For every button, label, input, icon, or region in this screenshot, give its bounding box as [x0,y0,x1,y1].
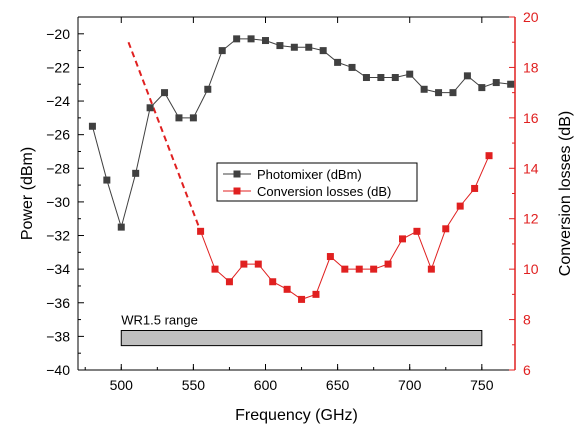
photomixer-point [204,86,211,93]
conversion-losses-point [298,296,305,303]
photomixer-point [262,37,269,44]
range-bar-layer: WR1.5 range [121,312,482,345]
conversion-losses-point [486,152,493,159]
y-left-tick-label: −20 [46,26,70,42]
conversion-losses-point [428,266,435,273]
y-right-tick-label: 8 [523,312,531,328]
legend-marker [234,171,241,178]
photomixer-point [449,89,456,96]
photomixer-point [435,89,442,96]
photomixer-point [507,81,514,88]
photomixer-point [103,177,110,184]
y-left-tick-label: −34 [46,261,70,277]
conversion-losses-point [212,266,219,273]
photomixer-point [248,35,255,42]
photomixer-point [478,84,485,91]
y-right-tick-label: 14 [523,160,539,176]
x-tick-label: 600 [254,377,278,393]
y-left-tick-label: −24 [46,93,70,109]
photomixer-point [147,104,154,111]
wr15-range-bar [121,330,482,345]
photomixer-point [464,72,471,79]
legend: Photomixer (dBm) Conversion losses (dB) [217,163,417,201]
photomixer-point [320,47,327,54]
photomixer-point [305,44,312,51]
y-right-tick-label: 20 [523,9,539,25]
conversion-losses-point [284,286,291,293]
x-tick-label: 650 [326,377,350,393]
y-axis-right-title: Conversion losses (dB) [557,111,574,276]
y-axis-left-title: Power (dBm) [19,147,36,240]
legend-label-conversion-losses: Conversion losses (dB) [257,184,391,199]
y-left-tick-label: −26 [46,127,70,143]
x-axis-title: Frequency (GHz) [235,407,358,424]
conversion-losses-point [269,278,276,285]
y-left-tick-label: −28 [46,160,70,176]
y-left-tick-label: −32 [46,228,70,244]
wr15-range-label: WR1.5 range [121,312,198,327]
photomixer-point [161,89,168,96]
conversion-losses-point [399,235,406,242]
y-left-tick-label: −38 [46,328,70,344]
conversion-losses-point [442,225,449,232]
conversion-losses-point [312,291,319,298]
photomixer-point [392,74,399,81]
y-left-tick-label: −22 [46,59,70,75]
photomixer-point [219,47,226,54]
conversion-losses-point [240,261,247,268]
y-right-tick-label: 16 [523,110,539,126]
x-tick-label: 550 [182,377,206,393]
y-right-tick-label: 12 [523,211,539,227]
photomixer-point [363,74,370,81]
photomixer-point [190,114,197,121]
photomixer-point [175,114,182,121]
photomixer-point [132,170,139,177]
x-tick-label: 500 [110,377,134,393]
y-right-tick-label: 18 [523,59,539,75]
conversion-losses-point [356,266,363,273]
photomixer-point [493,79,500,86]
conversion-losses-point [226,278,233,285]
photomixer-point [233,35,240,42]
photomixer-point [406,71,413,78]
conversion-losses-point [370,266,377,273]
y-right-tick-label: 6 [523,362,531,378]
x-tick-label: 700 [398,377,422,393]
photomixer-point [89,123,96,130]
conversion-losses-point [327,253,334,260]
photomixer-point [377,74,384,81]
legend-label-photomixer: Photomixer (dBm) [257,167,362,182]
y-left-tick-label: −40 [46,362,70,378]
y-left-tick-label: −36 [46,295,70,311]
legend-marker [234,188,241,195]
conversion-losses-point [413,228,420,235]
y-left-tick-label: −30 [46,194,70,210]
photomixer-point [421,86,428,93]
x-tick-label: 750 [470,377,494,393]
conversion-losses-extrapolation [128,42,200,231]
photomixer-point [349,64,356,71]
y-right-tick-label: 10 [523,261,539,277]
conversion-losses-point [341,266,348,273]
photomixer-point [334,59,341,66]
conversion-losses-point [255,261,262,268]
conversion-losses-point [471,185,478,192]
photomixer-point [118,224,125,231]
conversion-losses-point [457,203,464,210]
photomixer-point [276,42,283,49]
conversion-losses-point [385,261,392,268]
conversion-losses-point [197,228,204,235]
photomixer-point [291,44,298,51]
